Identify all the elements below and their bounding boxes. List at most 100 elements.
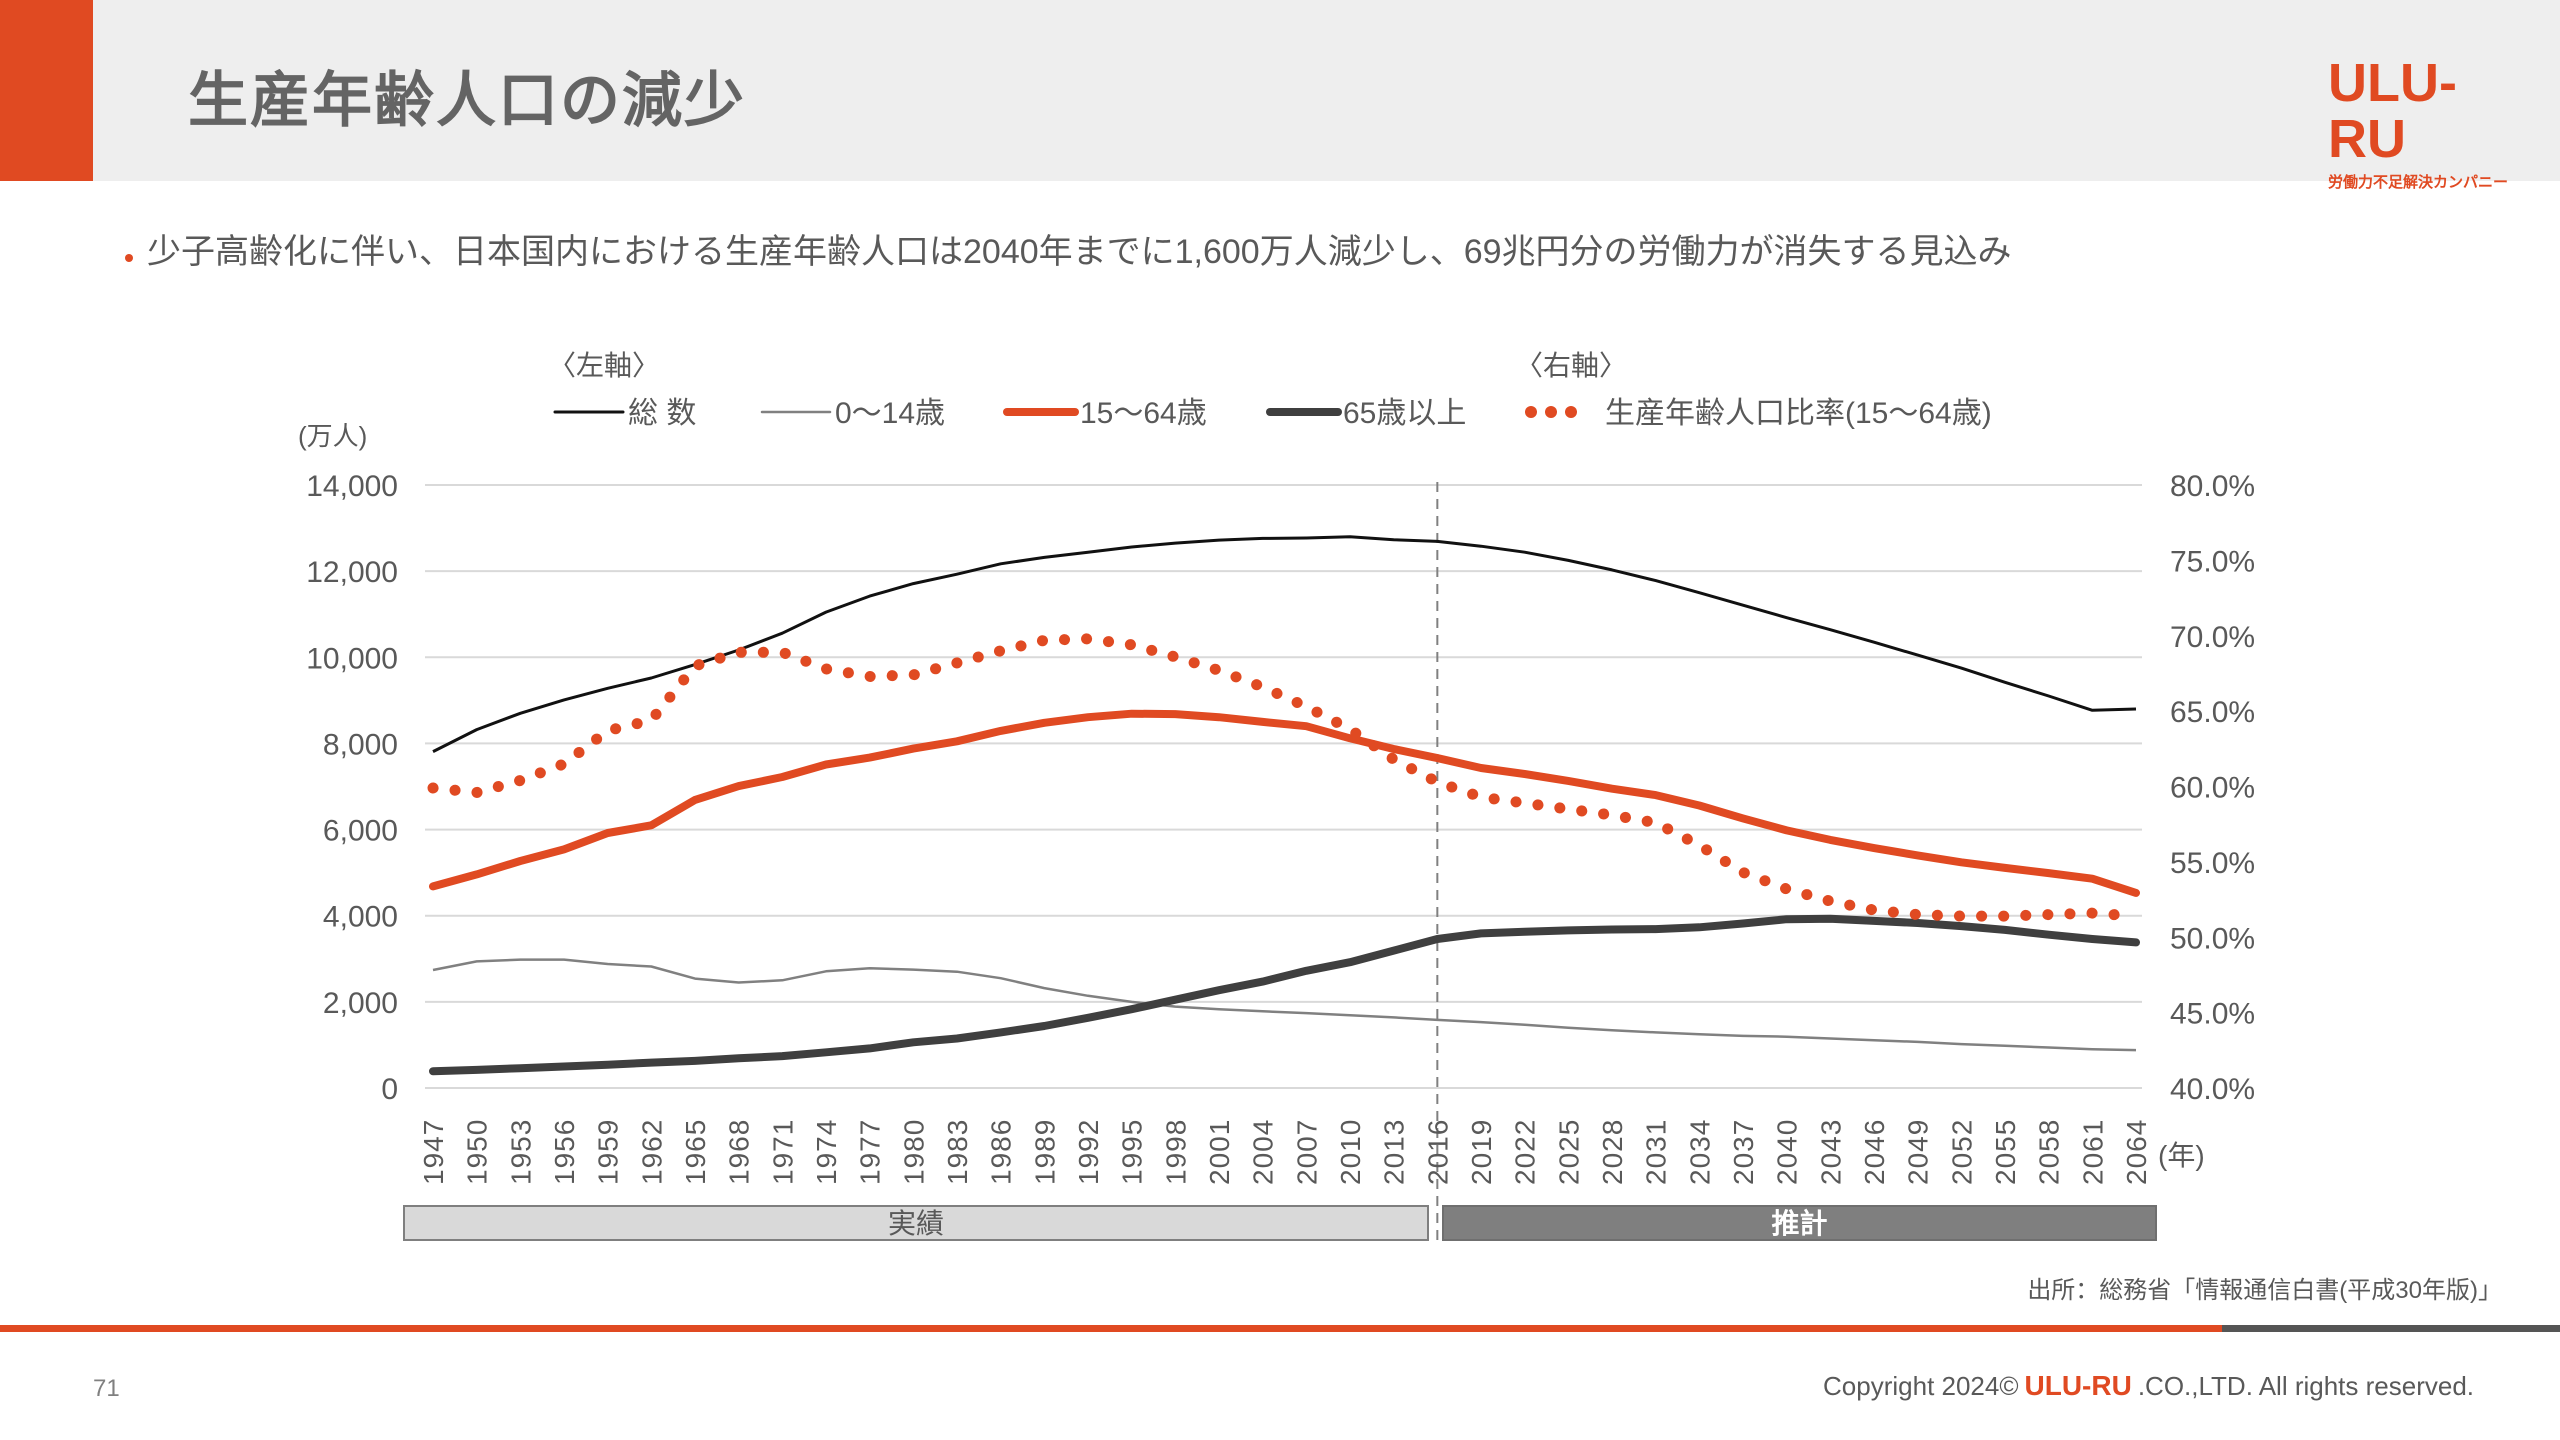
legend-dot-icon [1525, 406, 1537, 418]
x-tick-label: 1974 [811, 1119, 842, 1185]
period-bars: 実績 推計 [403, 1205, 2157, 1241]
y-tick-label: 8,000 [323, 728, 398, 761]
y-tick-label: 2,000 [323, 987, 398, 1020]
logo-wordmark: ULU-RU [2328, 53, 2457, 169]
y-tick-label: 10,000 [306, 642, 398, 675]
x-tick-label: 2010 [1335, 1119, 1366, 1185]
legend-dot-icon [1545, 406, 1557, 418]
x-tick-label: 2034 [1684, 1119, 1715, 1185]
x-axis-unit-label: (年) [2158, 1140, 2205, 1171]
legend-item-2: 15〜64歳 [1003, 397, 1207, 430]
legend-item-3: 65歳以上 [1266, 397, 1466, 430]
y2-tick-label: 40.0% [2170, 1073, 2255, 1106]
copyright: Copyright 2024© ULU-RU .CO.,LTD. All rig… [1823, 1370, 2474, 1402]
period-bar-rect [1442, 1205, 2157, 1241]
footer-divider-accent [0, 1325, 2222, 1332]
y-tick-label: 12,000 [306, 556, 398, 589]
series-line-4 [427, 633, 2142, 922]
y2-tick-label: 60.0% [2170, 772, 2255, 805]
logo-tagline: 労働力不足解決カンパニー [2328, 174, 2509, 191]
period-bar-label: 実績 [888, 1208, 944, 1239]
x-tick-label: 1953 [505, 1119, 536, 1185]
slide-header: 生産年齢人口の減少 ULU-RU 労働力不足解決カンパニー [0, 0, 2560, 191]
x-tick-label: 1977 [855, 1119, 886, 1185]
x-tick-label: 1971 [767, 1119, 798, 1185]
axes: 0 2,000 4,000 6,000 8,000 10,000 12,000 14,000 4… [298, 421, 2255, 1185]
copyright-suffix: .CO.,LTD. All rights reserved. [2137, 1371, 2474, 1401]
x-tick-label: 2025 [1553, 1119, 1584, 1185]
period-bar-rect [403, 1205, 1429, 1241]
series-line-0 [432, 535, 2137, 753]
legend-item-4: 生産年齢人口比率(15〜64歳) [1525, 397, 1992, 430]
series-line-3 [429, 914, 2140, 1076]
y-tick-label: 6,000 [323, 815, 398, 848]
x-tick-label: 2061 [2077, 1119, 2108, 1185]
x-tick-label: 1986 [986, 1119, 1017, 1185]
x-tick-label: 1989 [1029, 1119, 1060, 1185]
legend-label: 総 数 [628, 397, 696, 430]
copyright-brand: ULU-RU [2024, 1370, 2132, 1401]
x-tick-label: 1983 [942, 1119, 973, 1185]
x-tick-label: 2064 [2121, 1119, 2152, 1185]
legend-label: 0〜14歳 [835, 397, 945, 430]
x-tick-label: 2016 [1422, 1119, 1453, 1185]
y-tick-label: 4,000 [323, 901, 398, 934]
x-tick-label: 2046 [1859, 1119, 1890, 1185]
page-title: 生産年齢人口の減少 [188, 67, 746, 134]
x-tick-label: 2031 [1641, 1119, 1672, 1185]
x-tick-label: 1965 [680, 1119, 711, 1185]
legend-item-0: 総 数 [553, 397, 696, 430]
y2-tick-label: 50.0% [2170, 922, 2255, 955]
x-tick-label: 2037 [1728, 1119, 1759, 1185]
legend-label: 15〜64歳 [1080, 397, 1207, 430]
legend-item-1: 0〜14歳 [760, 397, 945, 430]
x-tick-label: 2013 [1379, 1119, 1410, 1185]
x-tick-label: 2043 [1815, 1119, 1846, 1185]
x-tick-label: 1992 [1073, 1119, 1104, 1185]
y2-tick-label: 45.0% [2170, 998, 2255, 1031]
y2-tick-label: 70.0% [2170, 621, 2255, 654]
y-tick-label: 0 [381, 1073, 398, 1106]
x-tick-label: 2022 [1510, 1119, 1541, 1185]
copyright-prefix: Copyright 2024© [1823, 1371, 2019, 1401]
x-tick-label: 1956 [549, 1119, 580, 1185]
y2-tick-label: 65.0% [2170, 696, 2255, 729]
source-note: 出所：総務省「情報通信白書(平成30年版)」 [2027, 1277, 2502, 1304]
company-logo: ULU-RU 労働力不足解決カンパニー [2328, 55, 2518, 192]
page-number: 71 [93, 1375, 120, 1402]
x-tick-label: 1998 [1160, 1119, 1191, 1185]
x-tick-label: 2019 [1466, 1119, 1497, 1185]
y2-tick-label: 75.0% [2170, 545, 2255, 578]
legend-label: 生産年齢人口比率(15〜64歳) [1605, 397, 1992, 430]
legend-label: 65歳以上 [1343, 397, 1466, 430]
x-tick-label: 1950 [462, 1119, 493, 1185]
x-tick-label: 2049 [1903, 1119, 1934, 1185]
x-tick-label: 2028 [1597, 1119, 1628, 1185]
legend-dot-icon [1565, 406, 1577, 418]
x-tick-label: 1995 [1117, 1119, 1148, 1185]
x-tick-label: 1980 [898, 1119, 929, 1185]
y-tick-label: 14,000 [306, 470, 398, 503]
legend-right-axis-label: 〈右軸〉 [1515, 350, 1627, 381]
x-tick-label: 1968 [724, 1119, 755, 1185]
period-bar-label: 推計 [1771, 1207, 1827, 1239]
grid-lines [425, 482, 2142, 1240]
x-tick-label: 1947 [418, 1119, 449, 1185]
series [427, 535, 2142, 1076]
x-tick-label: 2058 [2034, 1119, 2065, 1185]
x-tick-label: 1959 [593, 1119, 624, 1185]
x-tick-label: 2055 [1990, 1119, 2021, 1185]
period-bar-1: 推計 [1442, 1205, 2157, 1241]
summary-text: 少子高齢化に伴い、日本国内における生産年齢人口は2040年までに1,600万人減… [147, 233, 2012, 271]
x-tick-label: 2052 [1946, 1119, 1977, 1185]
x-tick-label: 2040 [1772, 1119, 1803, 1185]
footer-divider-dark [2222, 1325, 2560, 1332]
series-line-1 [432, 958, 2137, 1052]
x-tick-label: 1962 [636, 1119, 667, 1185]
period-bar-0: 実績 [403, 1205, 1429, 1241]
x-tick-label: 2004 [1248, 1119, 1279, 1185]
summary-bullet: 少子高齢化に伴い、日本国内における生産年齢人口は2040年までに1,600万人減… [125, 224, 2012, 273]
header-accent-bar [0, 0, 93, 181]
bullet-dot-icon [125, 253, 133, 262]
